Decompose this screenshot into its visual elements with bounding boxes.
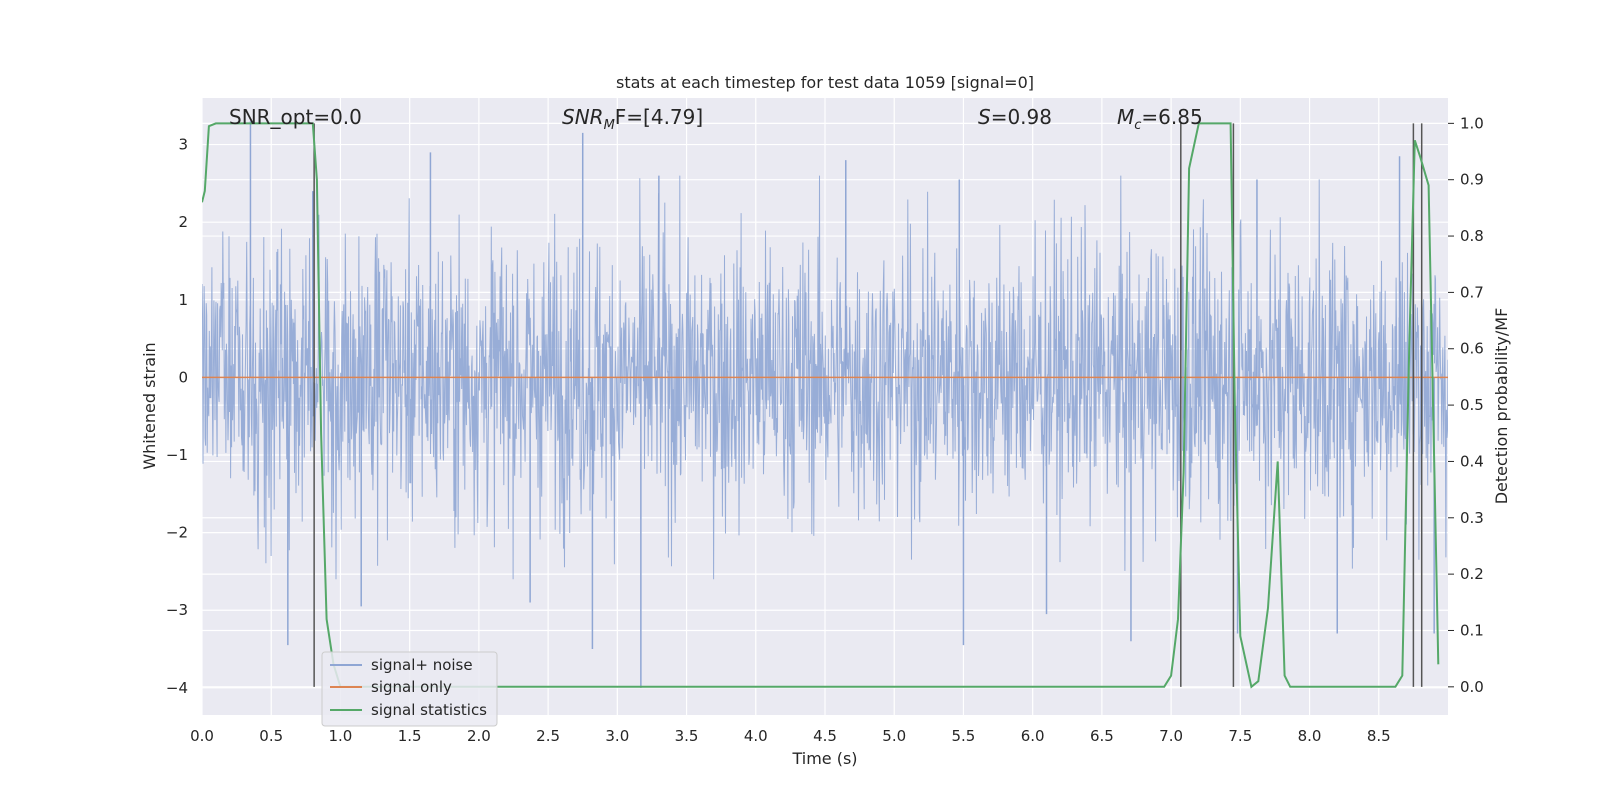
- annotation-mc-value: =6.85: [1141, 105, 1202, 129]
- y-tick-label: 1: [178, 291, 188, 309]
- x-tick-label: 2.5: [536, 727, 560, 745]
- x-tick-label: 8.0: [1298, 727, 1322, 745]
- y-right-tick-label: 0.5: [1460, 396, 1484, 414]
- x-tick-label: 3.5: [675, 727, 699, 745]
- signal-statistics-line: [202, 122, 1440, 689]
- x-tick-label: 2.0: [467, 727, 491, 745]
- x-tick-label: 6.5: [1090, 727, 1114, 745]
- x-tick-label: 8.5: [1367, 727, 1391, 745]
- y-right-tick-label: 0.3: [1460, 509, 1484, 527]
- x-tick-label: 0.5: [259, 727, 283, 745]
- annotation-snr-mf: SNRMF=[4.79]: [562, 105, 703, 133]
- x-axis-label: Time (s): [791, 749, 857, 768]
- x-tick-label: 7.5: [1228, 727, 1252, 745]
- chart-title: stats at each timestep for test data 105…: [616, 73, 1034, 92]
- y-tick-label: 2: [178, 213, 188, 231]
- legend-label-signal-only: signal only: [371, 678, 452, 696]
- y-right-tick-label: 0.0: [1460, 678, 1484, 696]
- x-tick-label: 4.0: [744, 727, 768, 745]
- legend-box: [321, 651, 498, 727]
- annotation-snr-mf-sub: M: [604, 118, 615, 133]
- x-tick-label: 7.0: [1159, 727, 1183, 745]
- x-tick-label: 0.0: [190, 727, 214, 745]
- y-axis-label-right: Detection probability/MF: [1492, 308, 1511, 505]
- y-tick-label: 3: [178, 136, 188, 154]
- legend-label-signal-statistics: signal statistics: [371, 701, 487, 719]
- y-right-tick-label: 0.4: [1460, 452, 1484, 470]
- annotation-mc: Mc=6.85: [1117, 105, 1203, 133]
- annotation-s-var: S: [978, 105, 991, 129]
- y-right-tick-label: 0.2: [1460, 565, 1484, 583]
- x-tick-label: 1.0: [329, 727, 353, 745]
- y-right-tick-label: 0.9: [1460, 171, 1484, 189]
- x-tick-label: 5.0: [882, 727, 906, 745]
- y-right-tick-label: 0.8: [1460, 227, 1484, 245]
- y-tick-label: 0: [178, 368, 188, 386]
- y-tick-label: −2: [166, 524, 188, 542]
- y-axis-label: Whitened strain: [140, 342, 159, 469]
- annotation-s-value: =0.98: [991, 105, 1052, 129]
- y-right-tick-label: 0.6: [1460, 340, 1484, 358]
- x-tick-label: 1.5: [398, 727, 422, 745]
- annotation-snr-opt: SNR_opt=0.0: [229, 105, 362, 129]
- y-right-tick-label: 0.1: [1460, 621, 1484, 639]
- annotation-s: S=0.98: [978, 105, 1052, 129]
- x-tick-label: 3.0: [605, 727, 629, 745]
- legend-label-signal-noise: signal+ noise: [371, 656, 473, 674]
- x-axis-ticks: 0.0 0.5 1.0 1.5 2.0 2.5 3.0 3.5 4.0 4.5 5.0 5.5 6.0 6…: [190, 727, 1391, 745]
- y-axis-ticks-left: 3 2 1 0 −1 −2 −3 −4: [166, 136, 188, 697]
- signal-noise-line: [202, 175, 1448, 580]
- y-right-tick-label: 0.7: [1460, 283, 1484, 301]
- y-tick-label: −4: [166, 679, 188, 697]
- y-tick-label: −3: [166, 601, 188, 619]
- x-tick-label: 5.5: [952, 727, 976, 745]
- legend: signal+ noise signal only signal statist…: [321, 651, 498, 727]
- annotation-snr-mf-main: SNR: [562, 105, 604, 129]
- x-tick-label: 6.0: [1021, 727, 1045, 745]
- x-tick-label: 4.5: [813, 727, 837, 745]
- annotation-snr-mf-rest: F=[4.79]: [615, 105, 703, 129]
- series-signal-statistics: [202, 122, 1440, 689]
- y-right-tick-label: 1.0: [1460, 114, 1484, 132]
- annotation-mc-sub: c: [1134, 118, 1141, 133]
- y-tick-label: −1: [166, 446, 188, 464]
- y-axis-ticks-right: 1.0 0.9 0.8 0.7 0.6 0.5 0.4 0.3 0.2 0.1 0.0: [1448, 114, 1484, 696]
- annotation-mc-var: M: [1117, 105, 1134, 129]
